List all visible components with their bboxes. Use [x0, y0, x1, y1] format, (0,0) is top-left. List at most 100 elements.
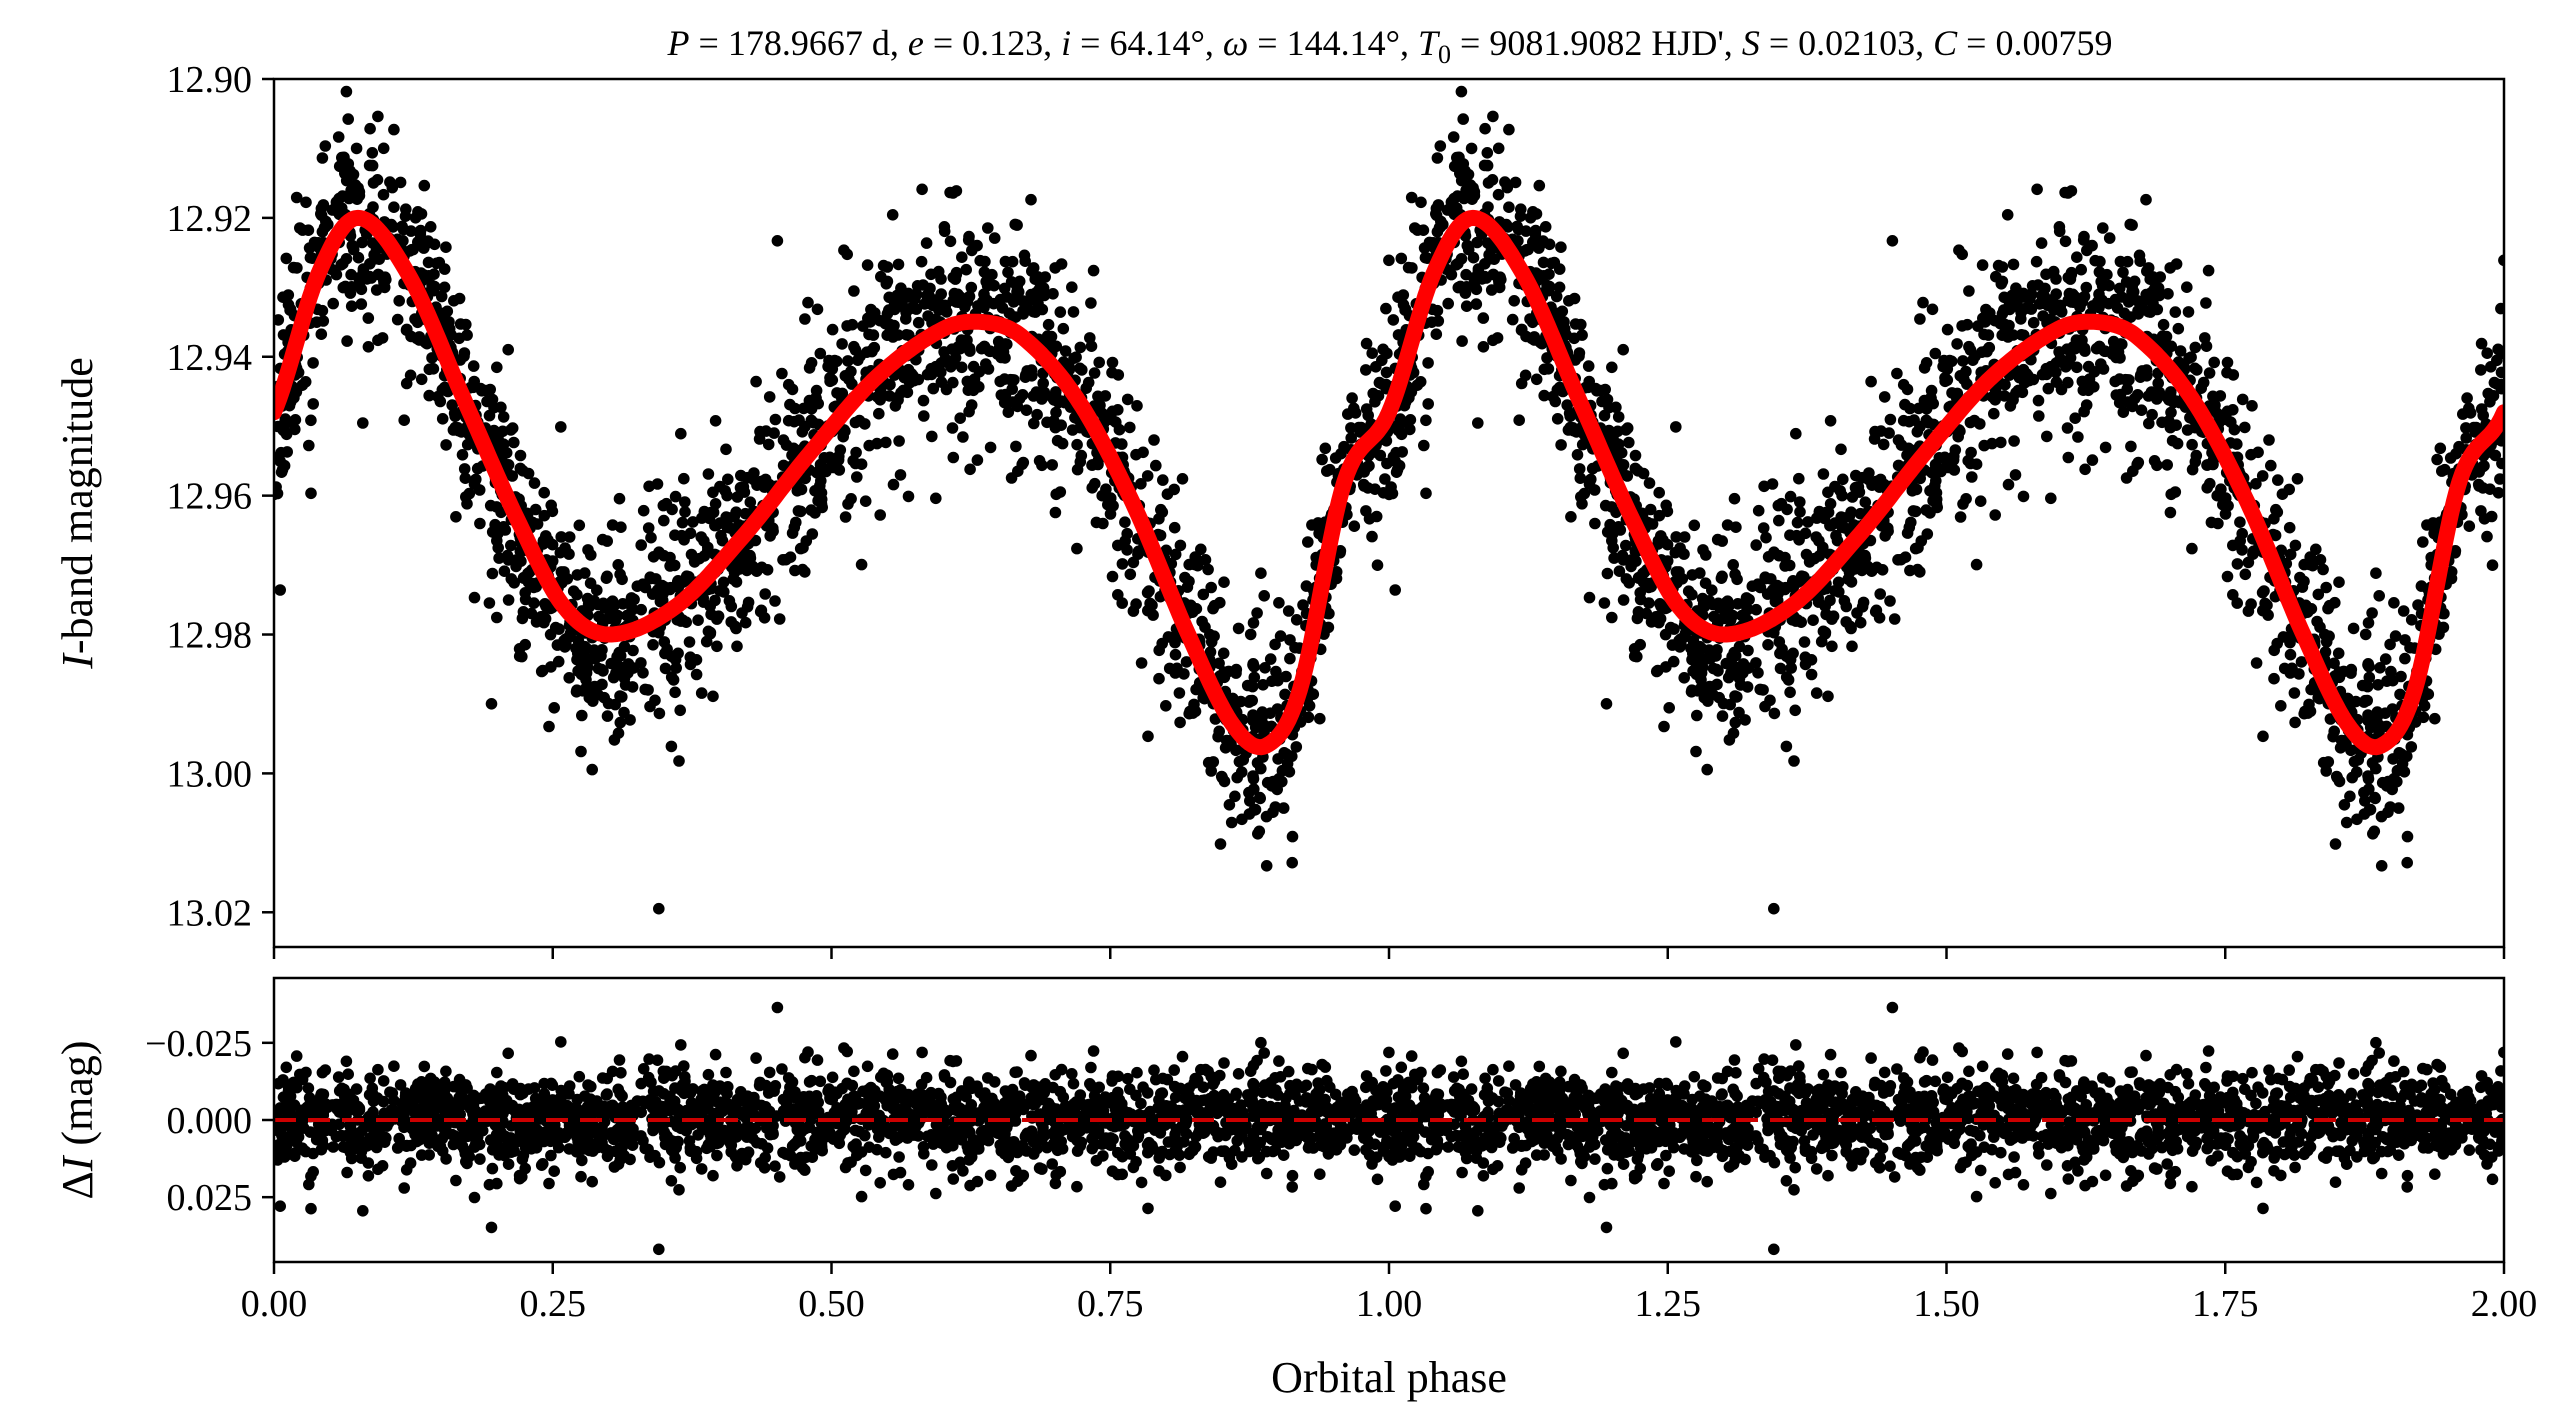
observation-point — [1904, 564, 1916, 577]
observation-point — [1218, 576, 1230, 588]
observation-point — [289, 414, 302, 426]
observation-point — [855, 558, 868, 571]
observation-point — [1085, 297, 1097, 309]
residual-point — [861, 1060, 874, 1073]
residual-point — [1302, 1062, 1314, 1075]
observation-point — [2053, 346, 2065, 358]
title-t0-value: = 9081.9082 HJD', — [1451, 23, 1742, 63]
observation-point — [1917, 296, 1929, 309]
observation-point — [2262, 609, 2274, 621]
observation-point — [653, 707, 666, 720]
observation-point — [340, 85, 353, 98]
observation-point — [702, 468, 715, 480]
observation-point — [612, 559, 624, 571]
observation-point — [1430, 328, 1443, 341]
observation-point — [454, 318, 467, 330]
observation-point — [1842, 573, 1854, 585]
top-x-axis — [272, 947, 2506, 959]
observation-point — [423, 389, 436, 402]
observation-point — [815, 498, 828, 510]
observation-point — [446, 399, 459, 411]
observation-point — [794, 505, 807, 518]
observation-point — [1941, 363, 1954, 375]
observation-point — [1233, 755, 1246, 768]
observation-point — [2097, 222, 2109, 234]
observation-point — [1486, 174, 1499, 186]
observation-point — [491, 611, 503, 624]
observation-point — [2397, 605, 2410, 617]
observation-point — [499, 524, 512, 536]
observation-point — [2228, 423, 2241, 436]
observation-point — [2449, 547, 2461, 559]
observation-point — [692, 614, 704, 626]
observation-point — [739, 507, 752, 520]
observation-point — [1650, 665, 1663, 678]
observation-point — [2031, 183, 2043, 196]
observation-point — [794, 542, 807, 555]
top-ylabel-symbol: I — [53, 652, 102, 670]
observation-point — [1047, 288, 1059, 300]
observation-point — [2305, 683, 2317, 696]
observation-point — [1415, 196, 1427, 209]
observation-point — [436, 413, 449, 425]
observation-point — [1699, 653, 1712, 666]
observation-point — [1836, 489, 1848, 502]
observation-point — [2388, 597, 2400, 609]
title-s-symbol: S — [1742, 23, 1760, 63]
observation-point — [810, 384, 823, 397]
observation-point — [2389, 630, 2402, 642]
observation-point — [474, 382, 487, 395]
observation-point — [841, 248, 853, 261]
observation-point — [1049, 506, 1062, 519]
observation-point — [1112, 369, 1125, 381]
observation-point — [1432, 199, 1445, 211]
observation-point — [658, 514, 670, 527]
observation-point — [1431, 152, 1444, 164]
observation-point — [1528, 334, 1541, 346]
observation-point — [2142, 390, 2155, 402]
observation-point — [2417, 536, 2429, 548]
observation-point — [1568, 332, 1580, 345]
observation-point — [1096, 489, 1108, 502]
observation-point — [1434, 140, 1447, 152]
observation-point — [2040, 362, 2053, 375]
observation-point — [780, 439, 793, 451]
observation-point — [1874, 588, 1886, 600]
observation-point — [277, 424, 290, 436]
observation-point — [1377, 343, 1389, 356]
observation-point — [601, 535, 613, 547]
observation-point — [2231, 597, 2243, 609]
observation-point — [1402, 261, 1415, 274]
observation-point — [1379, 473, 1391, 485]
observation-point — [2165, 406, 2177, 419]
observation-point — [854, 350, 866, 362]
observation-point — [1515, 203, 1527, 215]
observation-point — [591, 584, 603, 596]
observation-point — [1366, 530, 1378, 543]
observation-point — [945, 361, 957, 373]
observation-point — [1798, 636, 1811, 648]
observation-point — [1721, 519, 1734, 531]
observation-point — [848, 285, 860, 297]
observation-point — [2265, 459, 2277, 472]
observation-point — [2481, 347, 2493, 360]
observation-point — [571, 588, 583, 601]
observation-point — [1877, 438, 1890, 451]
observation-point — [388, 123, 400, 136]
observation-point — [1371, 559, 1384, 571]
observation-point — [2245, 448, 2257, 461]
observation-point — [1589, 382, 1602, 395]
observation-point — [1383, 254, 1395, 267]
observation-point — [1391, 464, 1404, 476]
observation-point — [1456, 335, 1468, 347]
observation-point — [1576, 438, 1589, 451]
observation-point — [1492, 142, 1505, 155]
observation-point — [883, 318, 896, 331]
observation-point — [2268, 672, 2280, 685]
observation-point — [481, 395, 493, 408]
observation-point — [605, 657, 618, 670]
observation-point — [538, 486, 550, 499]
observation-point — [584, 653, 597, 666]
observation-point — [849, 416, 862, 429]
observation-point — [546, 505, 559, 518]
